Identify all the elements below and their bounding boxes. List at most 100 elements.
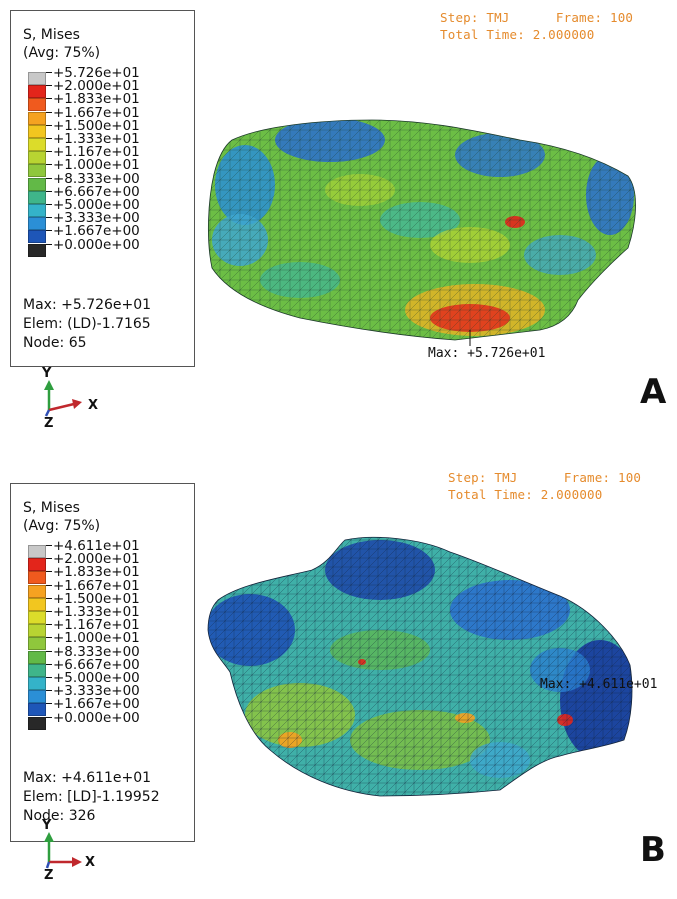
legend-band <box>28 571 46 585</box>
legend-band <box>28 230 46 244</box>
legend-band <box>28 677 46 690</box>
legend-tick-label: +0.000e+00 <box>53 709 140 726</box>
legend-tick-mark <box>46 85 52 87</box>
legend-tick-mark <box>46 138 52 139</box>
legend-tick-label: +1.500e+01 <box>53 117 140 134</box>
max-label-a: Max: +5.726e+01 <box>428 346 546 361</box>
total-time-text-b: Total Time: 2.000000 <box>448 487 603 502</box>
legend-band <box>28 690 46 704</box>
color-scale-a <box>28 72 46 257</box>
total-time-text-a: Total Time: 2.000000 <box>440 27 595 42</box>
legend-elem: Elem: [LD]-1.19952 <box>23 789 160 805</box>
step-frame-text-a: Step: TMJ Frame: 100 <box>440 10 634 25</box>
legend-band <box>28 663 46 677</box>
legend-band <box>28 98 46 112</box>
legend-tick-label: +3.333e+00 <box>53 683 140 700</box>
mesh-model-a[interactable] <box>0 0 677 450</box>
legend-tick-label: +1.833e+01 <box>53 91 140 108</box>
legend-tick-label: +6.667e+00 <box>53 656 140 673</box>
legend-band <box>28 111 46 125</box>
panel-b: S, Mises (Avg: 75%) Max: +4.611e+01 Elem… <box>0 450 677 899</box>
legend-band <box>28 204 46 217</box>
triad-z-label: Z <box>44 416 54 431</box>
legend-tick-mark <box>46 164 52 166</box>
legend-tick-mark <box>46 204 52 205</box>
mesh-model-b[interactable] <box>0 450 677 899</box>
legend-tick-label: +1.167e+01 <box>53 144 140 161</box>
legend-tick-mark <box>46 151 52 153</box>
legend-tick-label: +1.000e+01 <box>53 630 140 647</box>
legend-band <box>28 177 46 191</box>
legend-band <box>28 703 46 717</box>
legend-elem: Elem: (LD)-1.7165 <box>23 316 151 332</box>
legend-band <box>28 151 46 165</box>
legend-tick-mark <box>46 124 52 126</box>
legend-tick-mark <box>46 690 52 692</box>
legend-tick-mark <box>46 624 52 626</box>
legend-band <box>28 85 46 99</box>
legend-tick-label: +5.000e+00 <box>53 670 140 686</box>
legend-tick-label: +4.611e+01 <box>53 538 140 554</box>
legend-tick-mark <box>46 72 52 73</box>
color-scale-b <box>28 545 46 730</box>
legend-tick-label: +2.000e+01 <box>53 551 140 568</box>
legend-tick-mark <box>46 597 52 599</box>
legend-subtitle: (Avg: 75%) <box>23 45 101 61</box>
legend-box-b: S, Mises (Avg: 75%) Max: +4.611e+01 Elem… <box>10 483 195 842</box>
legend-band <box>28 124 46 138</box>
axis-triad-b: Y X Z <box>30 818 110 890</box>
legend-tick-mark <box>46 545 52 546</box>
legend-subtitle: (Avg: 75%) <box>23 518 101 534</box>
legend-tick-mark <box>46 650 52 652</box>
legend-tick-label: +2.000e+01 <box>53 78 140 95</box>
legend-tick-mark <box>46 98 52 100</box>
legend-tick-mark <box>46 558 52 560</box>
legend-band <box>28 72 46 85</box>
legend-band <box>28 637 46 651</box>
panel-letter-b: B <box>640 830 666 870</box>
triad-x-label: X <box>85 855 96 870</box>
legend-tick-mark <box>46 571 52 573</box>
legend-band <box>28 545 46 558</box>
legend-band <box>28 138 46 151</box>
legend-tick-label: +5.726e+01 <box>53 65 140 81</box>
legend-band <box>28 624 46 638</box>
legend-tick-mark <box>46 677 52 678</box>
legend-tick-mark <box>46 584 52 586</box>
legend-band <box>28 716 46 730</box>
legend-band <box>28 650 46 664</box>
legend-band <box>28 190 46 204</box>
legend-max: Max: +5.726e+01 <box>23 297 152 313</box>
legend-band <box>28 597 46 611</box>
legend-tick-label: +8.333e+00 <box>53 643 140 660</box>
legend-tick-label: +1.667e+01 <box>53 104 140 121</box>
legend-tick-mark <box>46 230 52 232</box>
triad-y-label: Y <box>42 366 52 381</box>
legend-tick-label: +8.333e+00 <box>53 170 140 187</box>
axis-triad-a: Y X Z <box>30 366 110 438</box>
legend-band <box>28 558 46 572</box>
triad-z-label: Z <box>44 868 54 883</box>
legend-tick-mark <box>46 716 52 718</box>
legend-node: Node: 326 <box>23 808 96 824</box>
max-label-b: Max: +4.611e+01 <box>540 677 658 692</box>
step-frame-text-b: Step: TMJ Frame: 100 <box>448 470 642 485</box>
triad-y-label: Y <box>42 818 52 833</box>
legend-tick-label: +1.333e+01 <box>53 604 140 620</box>
legend-tick-mark <box>46 217 52 219</box>
legend-band <box>28 217 46 231</box>
legend-tick-label: +0.000e+00 <box>53 236 140 253</box>
legend-tick-mark <box>46 703 52 705</box>
legend-tick-label: +1.667e+00 <box>53 223 140 240</box>
legend-tick-label: +3.333e+00 <box>53 210 140 227</box>
legend-tick-label: +1.167e+01 <box>53 617 140 634</box>
panel-a: S, Mises (Avg: 75%) Max: +5.726e+01 Elem… <box>0 0 677 450</box>
legend-tick-label: +1.500e+01 <box>53 590 140 607</box>
legend-tick-label: +1.000e+01 <box>53 157 140 174</box>
legend-tick-label: +1.333e+01 <box>53 131 140 147</box>
legend-tick-label: +5.000e+00 <box>53 197 140 213</box>
legend-band <box>28 611 46 624</box>
legend-tick-mark <box>46 111 52 113</box>
legend-tick-label: +1.667e+01 <box>53 577 140 594</box>
legend-band <box>28 243 46 257</box>
